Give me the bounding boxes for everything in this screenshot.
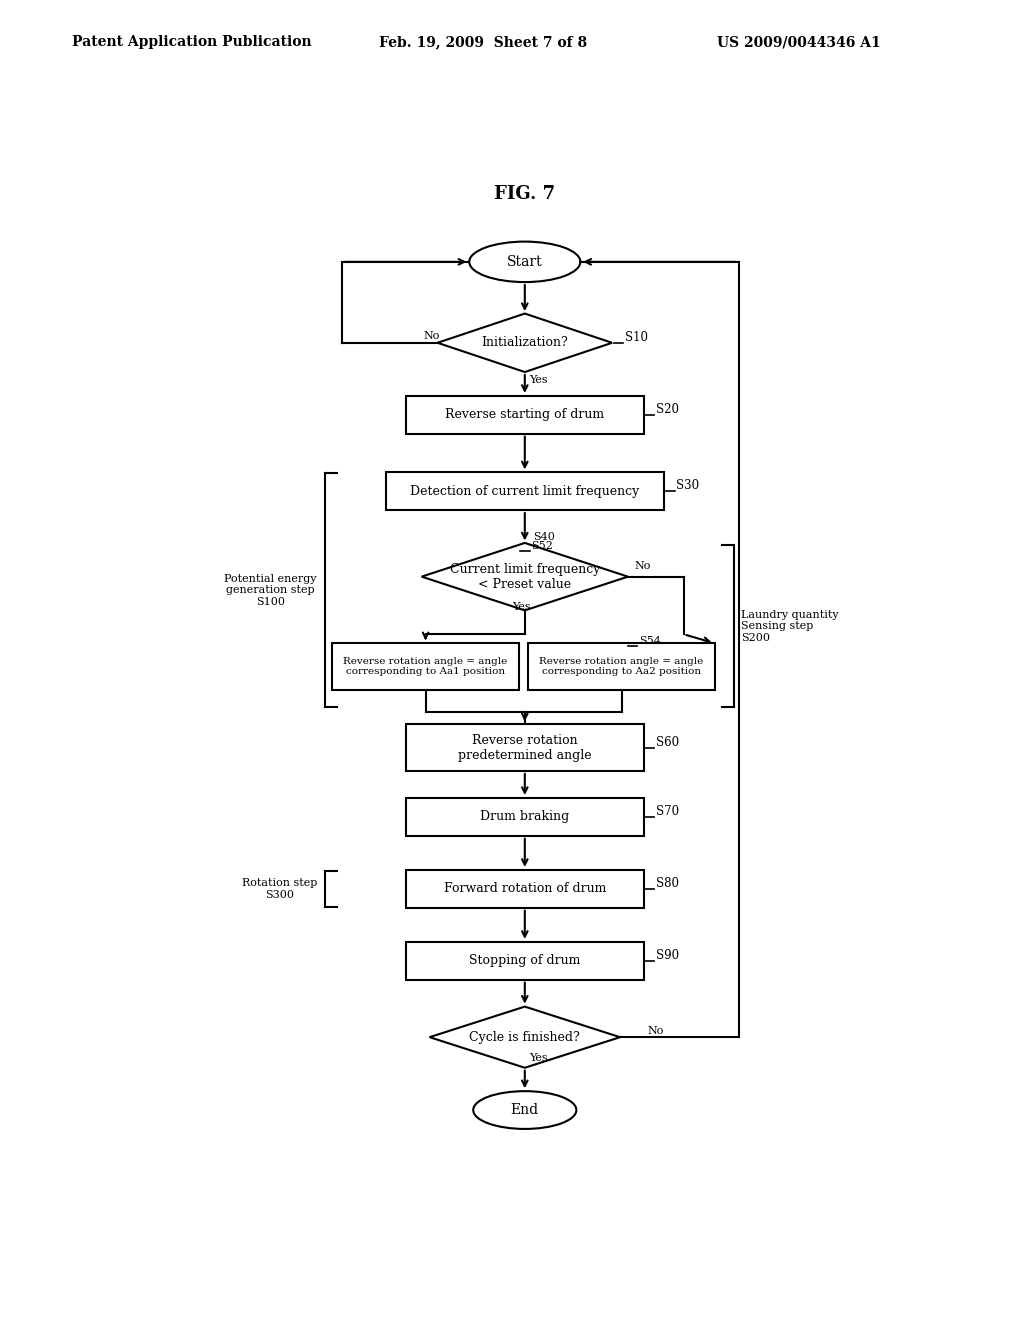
Text: Potential energy
generation step
S100: Potential energy generation step S100 [224, 574, 316, 607]
Text: Drum braking: Drum braking [480, 810, 569, 824]
Text: Forward rotation of drum: Forward rotation of drum [443, 882, 606, 895]
Text: Feb. 19, 2009  Sheet 7 of 8: Feb. 19, 2009 Sheet 7 of 8 [379, 36, 587, 49]
Text: Reverse rotation angle = angle
corresponding to Aa1 position: Reverse rotation angle = angle correspon… [343, 657, 508, 676]
Text: Initialization?: Initialization? [481, 337, 568, 350]
Text: S80: S80 [655, 876, 679, 890]
Text: S40: S40 [532, 532, 555, 541]
Text: No: No [634, 561, 650, 570]
Text: Yes: Yes [512, 602, 530, 612]
Text: S90: S90 [655, 949, 679, 962]
Text: S54: S54 [639, 636, 660, 645]
Text: No: No [423, 331, 439, 341]
Text: S52: S52 [531, 541, 553, 550]
Text: Reverse starting of drum: Reverse starting of drum [445, 408, 604, 421]
Text: Yes: Yes [528, 1053, 548, 1064]
Text: Cycle is finished?: Cycle is finished? [469, 1031, 581, 1044]
Text: S10: S10 [625, 331, 648, 345]
Text: Yes: Yes [528, 375, 548, 385]
Text: Rotation step
S300: Rotation step S300 [242, 878, 316, 899]
Text: Detection of current limit frequency: Detection of current limit frequency [411, 484, 639, 498]
Text: S20: S20 [655, 403, 679, 416]
Text: Stopping of drum: Stopping of drum [469, 954, 581, 968]
Text: Laundry quantity
Sensing step
S200: Laundry quantity Sensing step S200 [741, 610, 839, 643]
Text: Patent Application Publication: Patent Application Publication [72, 36, 311, 49]
Text: No: No [648, 1026, 665, 1036]
Text: US 2009/0044346 A1: US 2009/0044346 A1 [717, 36, 881, 49]
Text: Reverse rotation
predetermined angle: Reverse rotation predetermined angle [458, 734, 592, 762]
Text: S70: S70 [655, 805, 679, 818]
Text: S60: S60 [655, 735, 679, 748]
Text: Reverse rotation angle = angle
corresponding to Aa2 position: Reverse rotation angle = angle correspon… [540, 657, 703, 676]
Text: FIG. 7: FIG. 7 [495, 185, 555, 203]
Text: Current limit frequency
< Preset value: Current limit frequency < Preset value [450, 562, 600, 590]
Text: Start: Start [507, 255, 543, 269]
Text: S30: S30 [677, 479, 699, 492]
Text: End: End [511, 1104, 539, 1117]
